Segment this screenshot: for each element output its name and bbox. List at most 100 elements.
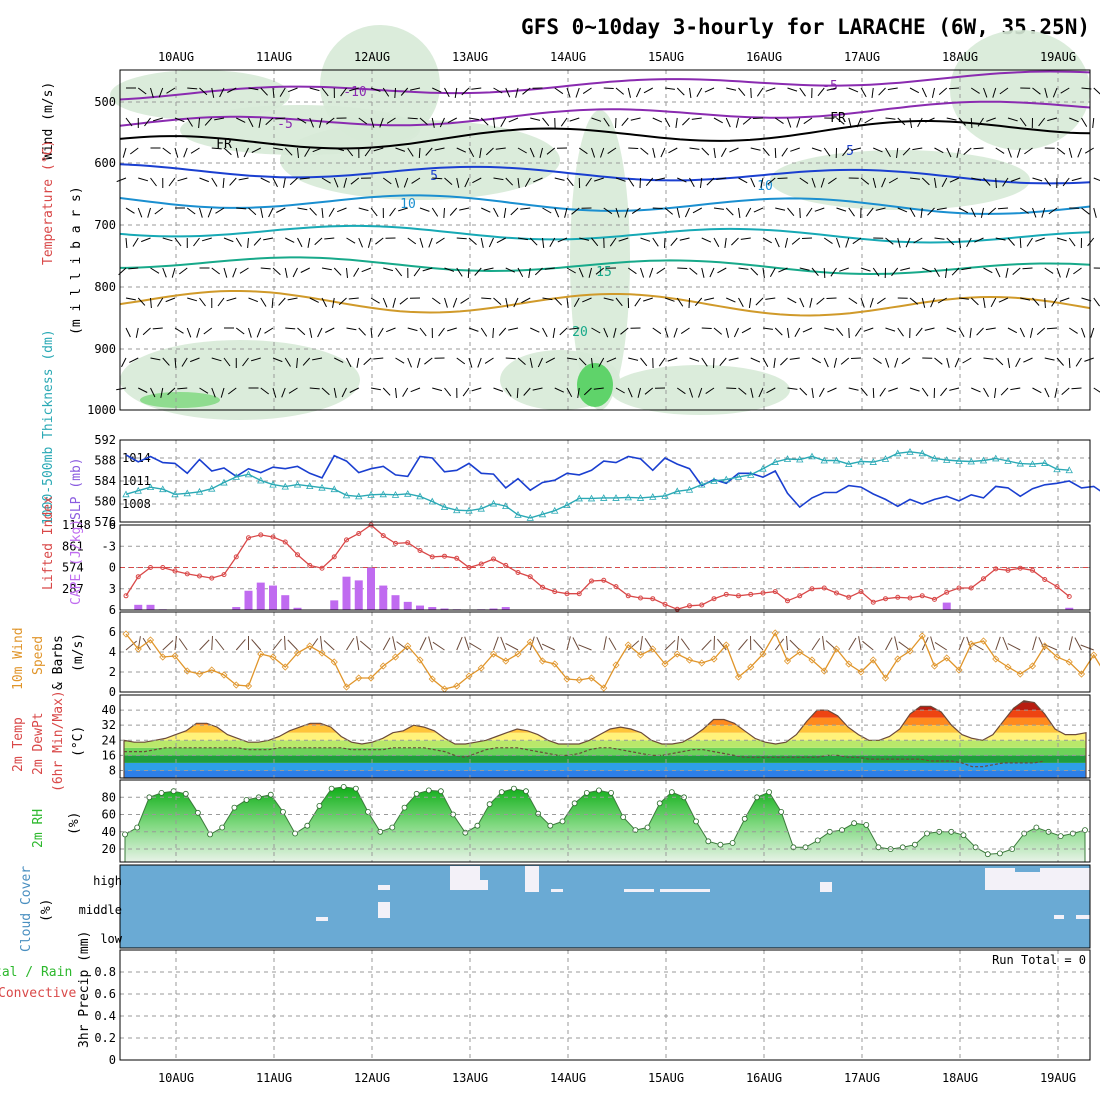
wind10m-barb: [506, 643, 518, 650]
temp-band: [120, 763, 1090, 771]
wind10m-barb: [321, 636, 323, 650]
rh-tick: 60: [102, 808, 116, 822]
temp-tick: 8: [109, 763, 116, 777]
wind10m-barb: [393, 636, 396, 650]
wind-barb: [677, 268, 687, 269]
rh-point: [438, 789, 443, 794]
li-tick: -3: [102, 539, 116, 553]
wind10m-barb: [1081, 645, 1094, 650]
temp-ylabel-2: 2m DewPt: [31, 712, 46, 775]
li-tick: -6: [102, 518, 116, 532]
cape-bar: [245, 591, 253, 610]
wind-barb: [1072, 388, 1082, 389]
rh-point: [390, 825, 395, 830]
wind-barb: [996, 178, 997, 188]
cloud-clear-patch: [985, 868, 1015, 890]
rh-point: [657, 801, 662, 806]
rh-point: [329, 786, 334, 791]
temp-unit: (°C): [71, 726, 86, 757]
rh-point: [366, 809, 371, 814]
wind10m-barb: [457, 637, 462, 650]
rh-shading-high: [140, 392, 220, 408]
wind-barb: [1094, 178, 1100, 182]
wind10m-barb: [899, 642, 910, 650]
wind-barb: [468, 268, 469, 278]
wind10m-barb: [179, 639, 187, 651]
thickness-tick: 580: [94, 495, 116, 509]
wind-barb: [506, 358, 516, 359]
wind-barb: [628, 148, 638, 149]
wind-speed-line: [126, 633, 1100, 689]
wind-barb: [1093, 118, 1094, 128]
date-label-bottom: 11AUG: [256, 1071, 292, 1085]
date-label-bottom: 13AUG: [452, 1071, 488, 1085]
cape-bar: [404, 602, 412, 610]
precip-ylabel-3: 3hr Precip (mm): [77, 931, 92, 1048]
contour-label: 10: [757, 179, 773, 194]
rh-point: [353, 786, 358, 791]
wind-ylabel-2: Speed: [31, 636, 46, 675]
wind-barb: [493, 328, 494, 338]
date-label-bottom: 19AUG: [1040, 1071, 1076, 1085]
cloud-clear-patch: [624, 889, 654, 892]
thickness-ylabel: 1000-500mb Thickness (dm): [41, 329, 56, 525]
wind10m-barb: [862, 641, 873, 650]
wind-barb: [665, 238, 666, 248]
contour-label: 5: [430, 169, 438, 184]
wind10m-barb: [360, 641, 371, 650]
wind-barb: [1023, 268, 1033, 269]
cloud-level-label: high: [93, 874, 122, 888]
wind10m-barb: [790, 640, 800, 650]
rh-tick: 20: [102, 842, 116, 856]
li-tick: 3: [109, 582, 116, 596]
rh-point: [281, 809, 286, 814]
cape-bar: [943, 603, 951, 610]
temp-tick: 40: [102, 703, 116, 717]
rh-unit: (%): [67, 812, 82, 835]
wind-barb: [778, 178, 788, 179]
wind-barb: [824, 268, 825, 278]
cloud-clear-patch: [660, 889, 710, 892]
cape-bar: [367, 568, 375, 610]
rh-point: [572, 801, 577, 806]
wind10m-barb: [849, 638, 856, 650]
wind-barb: [753, 118, 763, 119]
wind-barb: [1091, 328, 1094, 338]
contour-label: FR: [216, 137, 232, 152]
wind-barb: [395, 88, 396, 98]
wind-barb: [1094, 388, 1100, 393]
wind10m-barb: [823, 636, 825, 650]
wind10m-barb: [665, 640, 675, 650]
wind10m-barb: [537, 637, 543, 650]
rh-point: [208, 832, 213, 837]
wind10m-barb: [812, 638, 820, 650]
precip-tick: 0.8: [94, 965, 116, 979]
wind-barb: [419, 148, 420, 158]
cloud-clear-patch: [820, 882, 832, 892]
li-tick: 6: [109, 603, 116, 617]
wind10m-barb: [1075, 638, 1082, 650]
rh-point: [864, 822, 869, 827]
wind10m-barb: [681, 639, 689, 650]
precip-tick: 0: [109, 1053, 116, 1067]
wind10m-barb: [383, 638, 390, 650]
wind-ylabel-1: 10m Wind: [11, 627, 26, 690]
rh-point: [475, 823, 480, 828]
precip-frame: [120, 950, 1090, 1060]
thickness-tick: 592: [94, 433, 116, 447]
date-label-top: 14AUG: [550, 50, 586, 64]
rh-point: [499, 790, 504, 795]
rh-point: [159, 790, 164, 795]
rh-point: [220, 825, 225, 830]
wind10m-barb: [494, 637, 499, 650]
temp-bands: [120, 695, 1090, 778]
contour-label: -5: [822, 79, 838, 94]
rh-shading: [610, 365, 790, 415]
wind-barb: [432, 178, 442, 179]
temp-band: [120, 748, 1090, 756]
wind10m-barb: [1069, 636, 1072, 650]
cloud-clear-patch: [1076, 915, 1090, 919]
rh-point: [827, 829, 832, 834]
